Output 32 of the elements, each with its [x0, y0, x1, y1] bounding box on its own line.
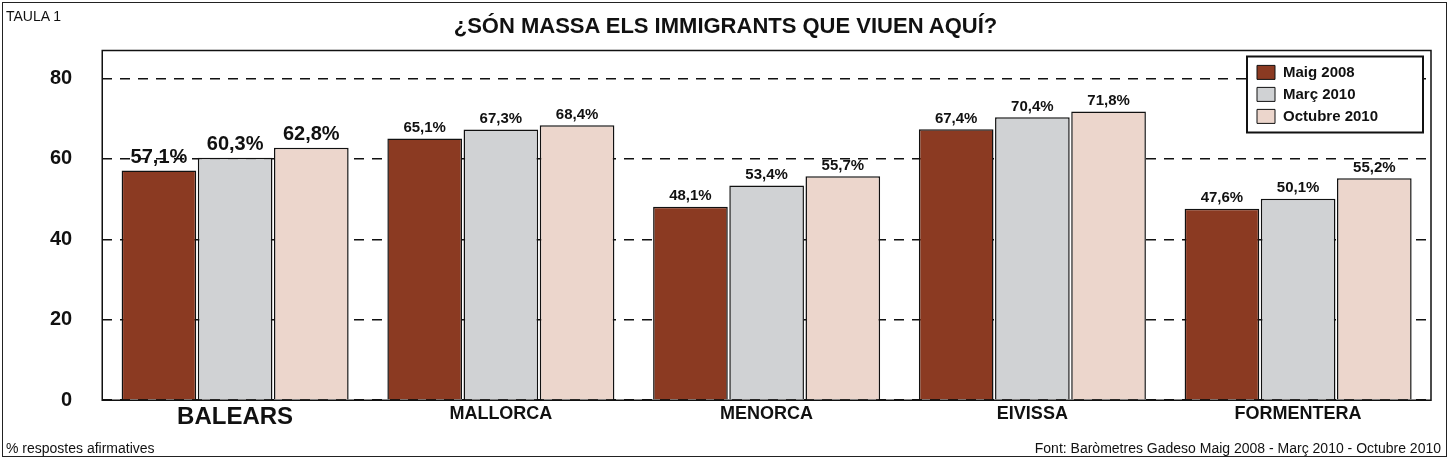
y-tick-label: 0 — [61, 387, 73, 410]
data-label: 62,8% — [282, 122, 340, 145]
y-tick-label: 40 — [50, 226, 73, 249]
legend-label: Octubre 2010 — [1283, 106, 1379, 124]
text: Font: Baròmetres Gadeso Maig 2008 - Març 2010 - Octubre 2010 — [1034, 440, 1441, 456]
y-tick-label: 60 — [50, 146, 73, 169]
x-tick-label: EIVISSA — [996, 402, 1068, 423]
legend-label: Maig 2008 — [1283, 62, 1355, 80]
data-label: 53,4% — [745, 165, 788, 183]
text: % respostes afirmatives — [6, 440, 155, 456]
data-label: 57,1% — [130, 145, 188, 168]
data-label: 55,2% — [1353, 157, 1396, 175]
data-label: 67,3% — [479, 109, 523, 127]
text: TAULA 1 — [6, 8, 61, 24]
x-tick-label: MENORCA — [720, 402, 814, 423]
x-tick-label: BALEARS — [177, 402, 294, 430]
x-tick-label: FORMENTERA — [1234, 402, 1362, 423]
data-label: 71,8% — [1087, 91, 1130, 109]
data-label: 47,6% — [1200, 188, 1244, 206]
chart-title: ¿SÓN MASSA ELS IMMIGRANTS QUE VIUEN AQUÍ? — [453, 13, 998, 39]
x-tick-label: MALLORCA — [449, 402, 553, 423]
data-label: 60,3% — [206, 132, 264, 155]
legend-label: Març 2010 — [1283, 84, 1356, 102]
y-tick-label: 80 — [50, 66, 73, 89]
data-label: 65,1% — [403, 118, 446, 136]
data-label: 67,4% — [934, 108, 978, 126]
y-tick-label: 20 — [50, 307, 73, 330]
data-label: 48,1% — [669, 186, 712, 204]
data-label: 70,4% — [1011, 96, 1054, 114]
data-label: 68,4% — [555, 104, 599, 122]
data-label: 55,7% — [821, 155, 865, 173]
data-label: 50,1% — [1276, 178, 1320, 196]
